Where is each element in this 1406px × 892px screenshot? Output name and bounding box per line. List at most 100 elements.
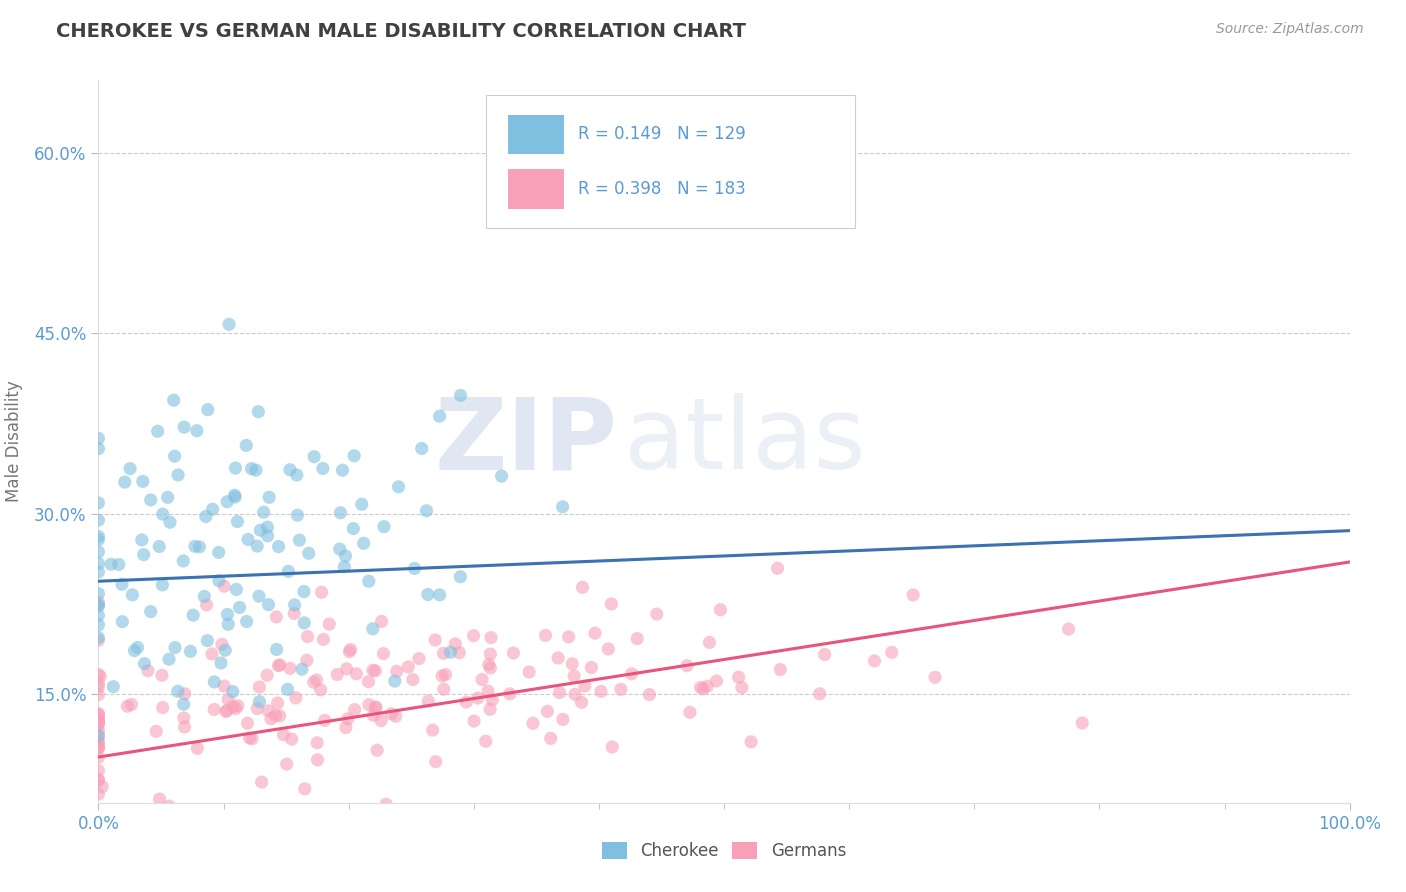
Point — [863, 654, 886, 668]
Point — [292, 584, 315, 599]
Point — [499, 687, 522, 701]
Point — [333, 559, 356, 574]
Point — [276, 757, 298, 772]
Text: R = 0.398   N = 183: R = 0.398 N = 183 — [578, 179, 745, 198]
Point — [202, 702, 225, 716]
Point — [343, 703, 366, 717]
Point — [339, 642, 361, 657]
Point — [87, 667, 110, 681]
Point — [222, 684, 245, 698]
Point — [534, 628, 557, 642]
Point — [148, 792, 170, 806]
Text: ZIP: ZIP — [434, 393, 617, 490]
Point — [581, 660, 603, 674]
Point — [246, 539, 269, 553]
Point — [236, 716, 259, 731]
Point — [87, 631, 110, 645]
Point — [600, 597, 623, 611]
Text: Source: ZipAtlas.com: Source: ZipAtlas.com — [1216, 22, 1364, 37]
Point — [1071, 716, 1094, 731]
Point — [87, 736, 110, 750]
Point — [329, 506, 352, 520]
Point — [159, 516, 181, 530]
Point — [491, 469, 513, 483]
Point — [740, 735, 762, 749]
Point — [463, 629, 485, 643]
Point — [475, 734, 498, 748]
Point — [366, 743, 388, 757]
Point — [467, 691, 489, 706]
Point — [87, 529, 110, 543]
Point — [87, 565, 110, 579]
Point — [266, 696, 288, 710]
Point — [689, 681, 711, 695]
Point — [307, 753, 329, 767]
Point — [284, 690, 307, 705]
Point — [224, 488, 246, 502]
Point — [363, 708, 385, 723]
Point — [87, 688, 110, 702]
Point — [880, 645, 903, 659]
Point — [269, 709, 291, 723]
Point — [287, 508, 309, 523]
Point — [214, 643, 236, 657]
Point — [201, 502, 224, 516]
Point — [696, 679, 718, 693]
Point — [221, 699, 243, 714]
Point — [87, 442, 110, 456]
Point — [901, 588, 924, 602]
Point — [131, 533, 153, 547]
Point — [146, 425, 169, 439]
Point — [186, 424, 208, 438]
Point — [167, 467, 190, 482]
Point — [132, 548, 155, 562]
Point — [583, 626, 606, 640]
Point — [264, 708, 287, 723]
Point — [163, 640, 186, 655]
Point — [226, 515, 249, 529]
Point — [373, 519, 395, 533]
Point — [87, 713, 110, 727]
Point — [571, 695, 593, 709]
Point — [256, 529, 278, 543]
Point — [87, 676, 110, 690]
Point — [256, 520, 278, 534]
Point — [87, 813, 110, 827]
Point — [309, 682, 332, 697]
Point — [432, 646, 454, 660]
Point — [184, 540, 207, 554]
Point — [87, 545, 110, 559]
Point — [350, 497, 373, 511]
Point — [727, 670, 749, 684]
Point — [547, 651, 569, 665]
Point — [163, 449, 186, 463]
Point — [430, 669, 453, 683]
Point — [343, 449, 366, 463]
Legend: Cherokee, Germans: Cherokee, Germans — [596, 835, 852, 867]
Point — [87, 717, 110, 731]
Point — [215, 704, 238, 718]
Point — [384, 674, 406, 689]
Point — [456, 695, 478, 709]
Point — [87, 557, 110, 571]
Point — [121, 588, 143, 602]
Point — [924, 670, 946, 684]
Point — [564, 687, 586, 701]
Point — [87, 723, 110, 738]
Point — [598, 642, 620, 657]
Point — [87, 706, 110, 721]
Point — [87, 432, 110, 446]
Point — [215, 705, 238, 719]
Point — [87, 587, 110, 601]
Point — [217, 617, 239, 632]
Point — [375, 797, 398, 812]
Point — [173, 697, 195, 711]
Point — [87, 740, 110, 755]
Point — [228, 600, 250, 615]
Point — [87, 618, 110, 632]
Point — [357, 674, 380, 689]
Point — [679, 706, 702, 720]
Point — [284, 598, 307, 612]
Point — [179, 644, 201, 658]
Point — [87, 709, 110, 723]
